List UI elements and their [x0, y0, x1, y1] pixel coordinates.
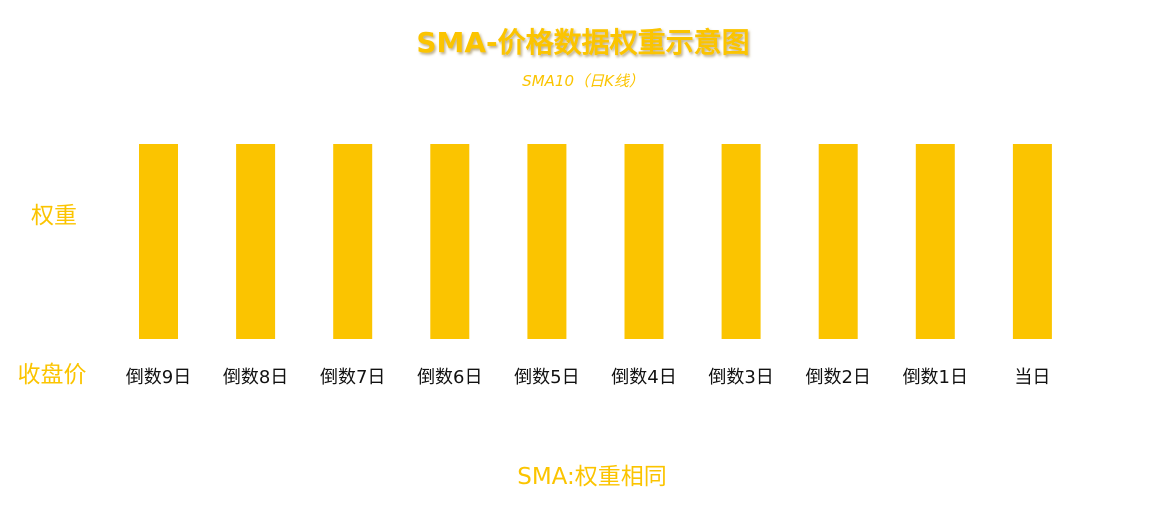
tick-label-8: 倒数2日	[805, 367, 870, 388]
tick-label-1: 倒数9日	[126, 367, 191, 388]
bar-10	[1012, 144, 1052, 339]
tick-label-4: 倒数6日	[417, 367, 482, 388]
tick-label-5: 倒数5日	[514, 367, 579, 388]
tick-label-group: 倒数9日 倒数8日 倒数7日 倒数6日 倒数5日 倒数4日 倒数3日 倒数2日 倒数1日 当日	[126, 367, 1051, 388]
bar-9	[915, 144, 955, 339]
tick-label-2: 倒数8日	[223, 367, 288, 388]
bar-group	[139, 144, 1052, 339]
tick-label-6: 倒数4日	[611, 367, 676, 388]
bar-8	[818, 144, 858, 339]
chart-annotation: SMA:权重相同	[517, 464, 667, 490]
y-axis-label: 权重	[31, 203, 77, 229]
tick-label-3: 倒数7日	[320, 367, 385, 388]
bar-2	[236, 144, 276, 339]
x-axis-label: 收盘价	[18, 362, 87, 388]
bar-4	[430, 144, 470, 339]
chart-title: SMA-价格数据权重示意图	[416, 26, 749, 59]
bar-3	[333, 144, 373, 339]
tick-label-7: 倒数3日	[708, 367, 773, 388]
tick-label-9: 倒数1日	[903, 367, 968, 388]
bar-5	[527, 144, 567, 339]
bar-6	[624, 144, 664, 339]
bar-1	[139, 144, 178, 339]
bar-7	[721, 144, 761, 339]
chart-subtitle: SMA10（日K线）	[522, 72, 644, 90]
tick-label-10: 当日	[1014, 367, 1050, 388]
